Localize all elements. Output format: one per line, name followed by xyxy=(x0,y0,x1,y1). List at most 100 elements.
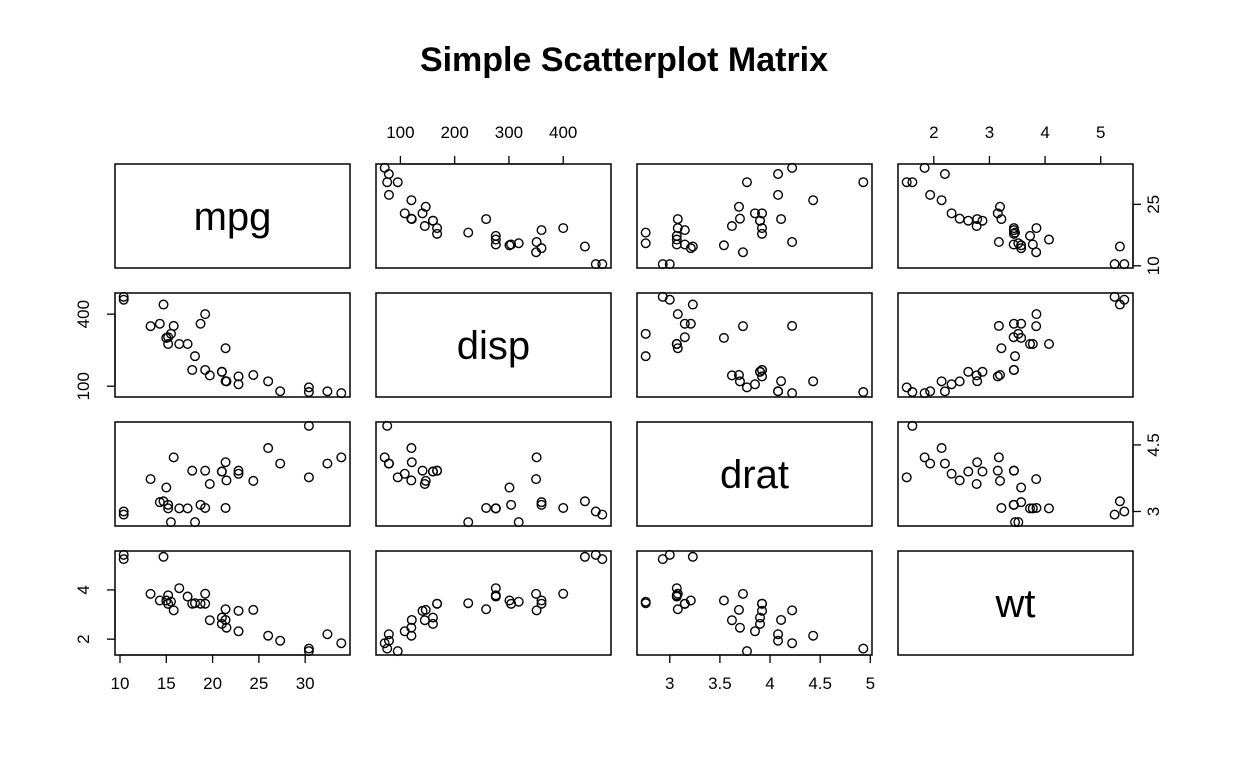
diagonal-label-disp: disp xyxy=(457,324,530,368)
point-wt-drat-5 xyxy=(1010,517,1021,528)
point-mpg-wt-7 xyxy=(248,604,259,615)
panel-frame xyxy=(375,550,612,656)
point-disp-wt-10 xyxy=(432,598,443,609)
point-wt-mpg-24 xyxy=(1031,223,1042,234)
point-drat-disp-3 xyxy=(672,343,683,354)
point-mpg-disp-25 xyxy=(275,386,286,397)
point-wt-disp-26 xyxy=(936,376,947,387)
point-drat-wt-10 xyxy=(757,598,768,609)
point-mpg-drat-30 xyxy=(161,482,172,493)
point-wt-mpg-18 xyxy=(907,177,918,188)
point-mpg-disp-19 xyxy=(336,388,347,399)
point-wt-drat-2 xyxy=(946,468,957,479)
bottom-tick-label-mpg-2: 20 xyxy=(203,674,222,693)
point-disp-mpg-30 xyxy=(504,240,515,251)
point-disp-drat-23 xyxy=(531,474,542,485)
point-mpg-wt-17 xyxy=(322,629,333,640)
panel-frame xyxy=(897,550,1134,656)
point-disp-drat-8 xyxy=(417,465,428,476)
point-drat-mpg-5 xyxy=(640,227,651,238)
point-wt-mpg-11 xyxy=(1043,234,1054,245)
point-mpg-wt-19 xyxy=(336,638,347,649)
point-disp-drat-30 xyxy=(504,482,515,493)
point-wt-disp-18 xyxy=(907,387,918,398)
point-wt-disp-22 xyxy=(1008,332,1019,343)
point-mpg-disp-23 xyxy=(145,321,156,332)
left-tick-label-disp-0: 100 xyxy=(74,372,93,400)
panel-mpg-vs-wt xyxy=(114,549,351,657)
point-disp-wt-8 xyxy=(417,605,428,616)
point-drat-wt-0 xyxy=(755,618,766,629)
panel-drat-vs-disp xyxy=(636,291,873,399)
point-wt-disp-7 xyxy=(995,369,1006,380)
point-drat-wt-3 xyxy=(672,604,683,615)
point-drat-mpg-21 xyxy=(640,238,651,249)
point-drat-wt-17 xyxy=(773,629,784,640)
point-disp-wt-4 xyxy=(536,598,547,609)
point-mpg-drat-14 xyxy=(118,509,129,520)
point-drat-wt-6 xyxy=(685,595,696,606)
point-disp-drat-15 xyxy=(590,506,601,517)
point-drat-wt-21 xyxy=(640,596,651,607)
point-mpg-disp-31 xyxy=(220,376,231,387)
point-wt-mpg-26 xyxy=(936,195,947,206)
point-drat-mpg-20 xyxy=(734,213,745,224)
point-disp-drat-28 xyxy=(531,452,542,463)
point-wt-disp-6 xyxy=(1016,318,1027,329)
point-drat-disp-31 xyxy=(776,376,787,387)
point-wt-disp-24 xyxy=(1031,309,1042,320)
point-disp-mpg-23 xyxy=(531,247,542,258)
point-mpg-drat-3 xyxy=(220,502,231,513)
panel-drat-vs-mpg xyxy=(636,162,873,270)
point-mpg-drat-2 xyxy=(233,468,244,479)
point-disp-mpg-26 xyxy=(406,195,417,206)
point-disp-drat-26 xyxy=(406,443,417,454)
point-mpg-disp-24 xyxy=(200,309,211,320)
point-mpg-drat-10 xyxy=(187,465,198,476)
panel-mpg-vs-disp xyxy=(114,291,351,399)
point-mpg-disp-7 xyxy=(248,369,259,380)
point-disp-wt-23 xyxy=(531,588,542,599)
point-drat-mpg-17 xyxy=(773,168,784,179)
top-tick-label-wt-2: 4 xyxy=(1040,123,1049,142)
point-wt-disp-16 xyxy=(1114,299,1125,310)
panel-frame xyxy=(636,163,873,269)
point-disp-drat-13 xyxy=(490,503,501,514)
point-drat-mpg-24 xyxy=(672,223,683,234)
point-drat-disp-8 xyxy=(757,371,768,382)
panel-frame xyxy=(375,292,612,398)
point-drat-wt-26 xyxy=(808,630,819,641)
point-drat-wt-15 xyxy=(664,549,675,560)
panel-frame xyxy=(636,292,873,398)
panel-disp-vs-drat xyxy=(375,420,612,528)
point-mpg-drat-29 xyxy=(204,478,215,489)
panel-disp-vs-disp: disp xyxy=(375,292,612,398)
point-wt-drat-20 xyxy=(954,475,965,486)
point-drat-mpg-29 xyxy=(726,221,737,232)
point-wt-mpg-7 xyxy=(995,201,1006,212)
point-mpg-disp-2 xyxy=(233,379,244,390)
point-mpg-wt-16 xyxy=(158,551,169,562)
panel-frame xyxy=(114,550,351,656)
point-drat-wt-28 xyxy=(787,605,798,616)
bottom-tick-label-drat-1: 3.5 xyxy=(708,674,732,693)
point-wt-mpg-5 xyxy=(1010,227,1021,238)
point-wt-mpg-14 xyxy=(1109,259,1120,270)
point-wt-mpg-20 xyxy=(954,213,965,224)
point-disp-mpg-28 xyxy=(531,237,542,248)
top-tick-label-disp-0: 100 xyxy=(386,123,414,142)
point-mpg-disp-29 xyxy=(204,370,215,381)
point-mpg-wt-30 xyxy=(161,595,172,606)
point-drat-disp-10 xyxy=(757,364,768,375)
point-mpg-drat-8 xyxy=(233,465,244,476)
point-wt-mpg-29 xyxy=(971,221,982,232)
panel-frame xyxy=(375,421,612,527)
panel-drat-vs-wt xyxy=(636,549,873,657)
top-tick-label-wt-1: 3 xyxy=(985,123,994,142)
panel-disp-vs-mpg xyxy=(375,162,612,270)
top-tick-label-wt-3: 5 xyxy=(1096,123,1105,142)
point-wt-mpg-0 xyxy=(963,215,974,226)
point-mpg-drat-21 xyxy=(165,517,176,528)
point-mpg-wt-24 xyxy=(200,588,211,599)
